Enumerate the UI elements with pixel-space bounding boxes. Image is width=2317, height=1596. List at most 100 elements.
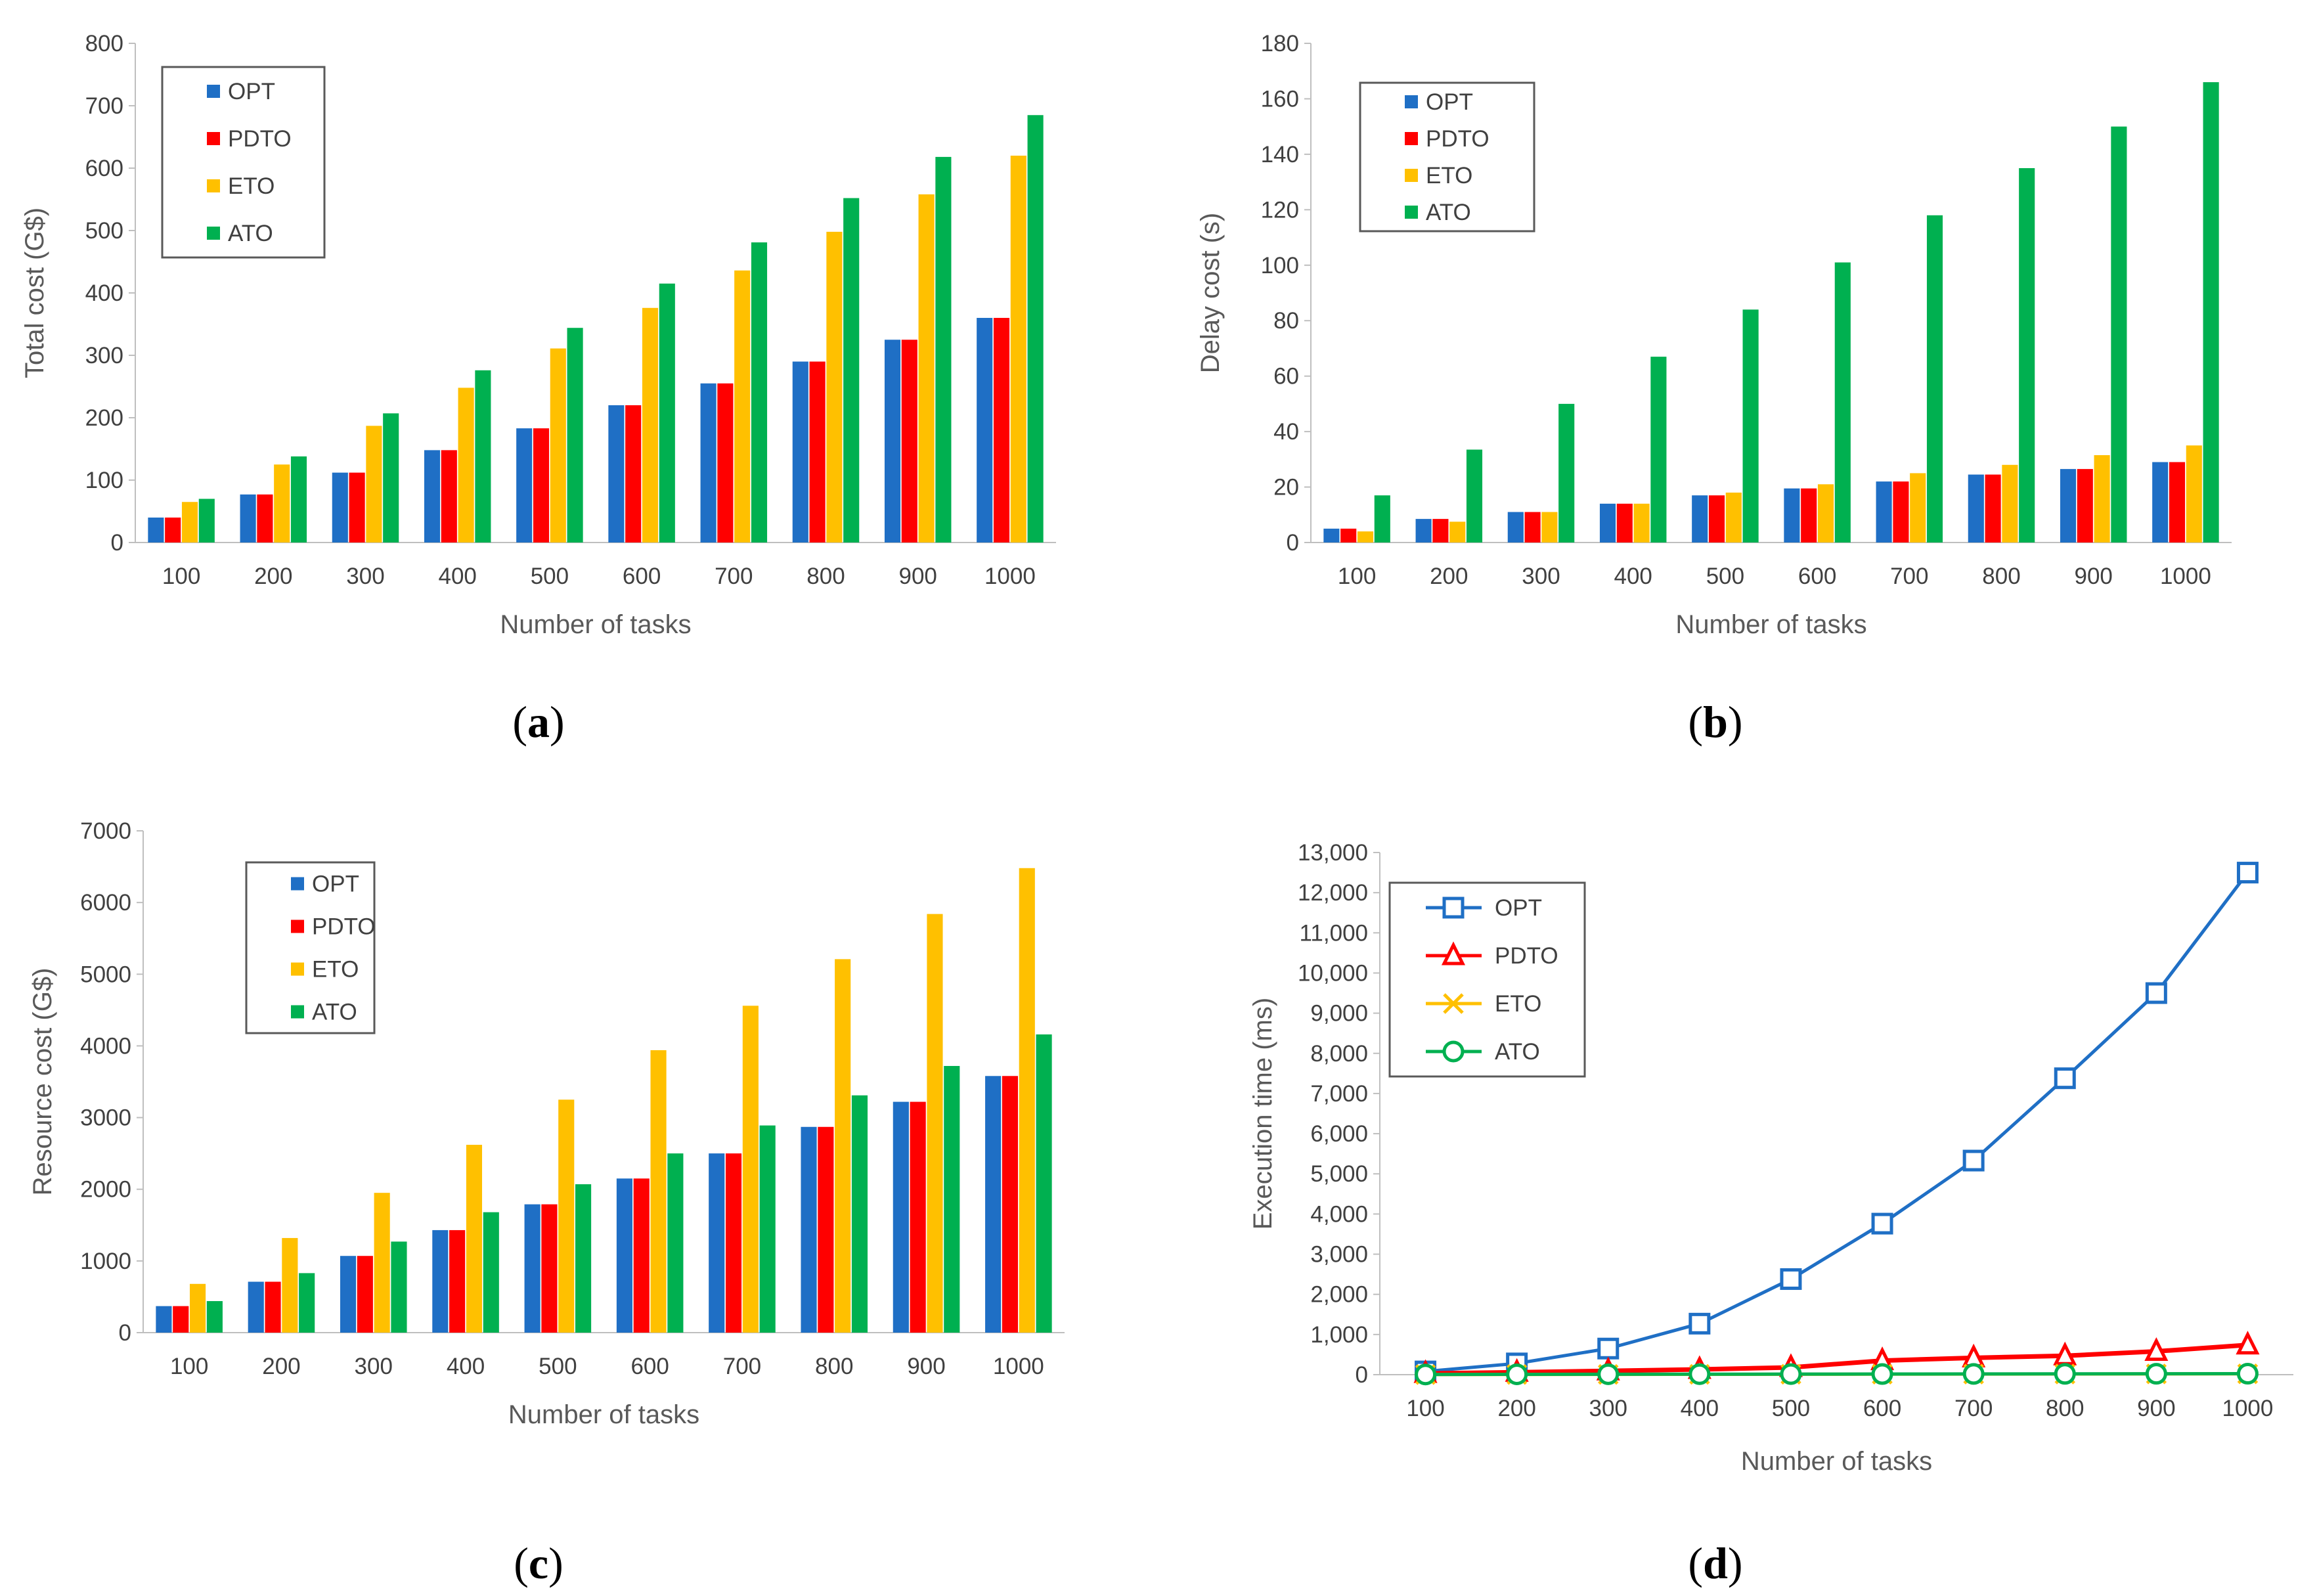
legend-label-ato: ATO [228,221,273,246]
bar-pdto-200 [1432,519,1449,543]
marker-pdto-1000 [2236,1331,2260,1355]
x-tick-label: 200 [262,1354,300,1379]
x-tick-label: 1000 [993,1354,1044,1379]
bar-ato-200 [290,456,307,543]
legend-label-pdto: PDTO [312,914,376,940]
marker-opt-300 [1597,1337,1620,1360]
bar-pdto-400 [449,1230,466,1333]
bar-pdto-1000 [1002,1076,1019,1333]
y-axis-title: Resource cost (G$) [28,968,57,1196]
x-axis-title: Number of tasks [1675,610,1866,639]
bar-pdto-100 [173,1306,189,1333]
bar-opt-600 [616,1178,632,1333]
x-tick-label: 700 [1954,1396,1993,1421]
bar-opt-700 [709,1153,725,1333]
bar-eto-400 [458,388,474,543]
legend-marker-eto-b [1443,993,1464,1014]
bar-pdto-700 [717,383,734,543]
chart-resource-cost: 0 1000 2000 3000 4000 5000 6000 7000 100 200 300 40… [28,818,1065,1429]
legend-swatch-ato [207,227,220,240]
x-tick-label: 600 [630,1354,669,1379]
marker-ato-600 [1871,1363,1893,1385]
caption-c: (c) [514,1538,563,1588]
y-tick-label: 2,000 [1310,1282,1368,1308]
y-tick-label: 100 [85,468,123,493]
x-tick-label: 600 [623,564,661,589]
bar-eto-200 [274,464,290,543]
marker-ato-900 [2145,1363,2167,1385]
x-tick-label: 500 [531,564,569,589]
bar-ato-400 [1650,357,1667,543]
legend-marker-eto [1443,993,1464,1014]
y-tick-label: 6,000 [1310,1121,1368,1147]
x-tick-label: 400 [447,1354,485,1379]
bar-opt-100 [1323,528,1340,543]
x-tick-label: 300 [1589,1396,1627,1421]
bar-pdto-900 [2077,469,2093,543]
y-tick-label: 700 [85,93,123,119]
bar-opt-700 [1876,481,1892,543]
marker-ato-800 [2054,1363,2076,1385]
bar-pdto-700 [725,1153,742,1333]
legend-swatch-opt [1405,95,1418,108]
legend-label-eto: ETO [1426,163,1472,188]
y-tick-label: 11,000 [1300,920,1368,946]
legend-swatch-ato [291,1005,304,1019]
y-tick-label: 0 [111,530,123,556]
bar-ato-300 [391,1241,407,1333]
y-tick-label: 100 [1261,253,1299,278]
marker-pdto-900 [2144,1337,2169,1362]
bar-ato-900 [935,156,952,543]
bar-pdto-800 [809,361,826,543]
bar-pdto-300 [1524,512,1541,543]
bar-pdto-1000 [2169,462,2186,543]
x-tick-label: 100 [162,564,200,589]
y-tick-label: 80 [1273,308,1299,334]
x-tick-label: 800 [815,1354,853,1379]
legend-label-pdto: PDTO [1426,126,1490,152]
line-pdto [1425,1342,2248,1376]
bar-eto-700 [734,270,751,543]
marker-opt-1000 [2236,862,2259,884]
legend-swatch-pdto [291,920,304,933]
bar-eto-200 [1449,521,1466,543]
bar-opt-800 [792,361,808,543]
x-tick-label: 800 [2046,1396,2084,1421]
bar-opt-300 [332,472,348,543]
x-tick-label: 300 [346,564,384,589]
bar-pdto-100 [165,518,181,543]
bar-eto-300 [366,426,382,543]
legend-label-eto: ETO [1495,991,1541,1017]
x-tick-label: 600 [1863,1396,1901,1421]
bar-opt-300 [1507,512,1524,543]
bar-pdto-300 [357,1256,373,1333]
x-tick-label: 200 [254,564,292,589]
bar-eto-900 [2094,455,2110,543]
y-tick-label: 2000 [80,1177,131,1203]
x-tick-label: 900 [907,1354,945,1379]
bar-pdto-600 [1801,488,1817,543]
bar-ato-500 [575,1184,592,1333]
x-tick-label: 1000 [2160,564,2211,589]
x-tick-label: 400 [1681,1396,1719,1421]
x-tick-label: 1000 [984,564,1036,589]
bar-eto-900 [918,194,935,543]
x-tick-label: 200 [1430,564,1468,589]
y-tick-label: 40 [1273,419,1299,445]
legend-label-ato: ATO [1426,200,1471,225]
x-tick-label: 100 [170,1354,208,1379]
y-tick-label: 4000 [80,1033,131,1059]
bar-opt-1000 [985,1076,1002,1333]
marker-opt-800 [2054,1067,2076,1090]
bar-opt-200 [1415,519,1432,543]
bar-pdto-200 [257,494,273,543]
bar-ato-900 [944,1065,960,1333]
y-tick-label: 500 [85,218,123,244]
y-tick-label: 10,000 [1298,960,1368,986]
legend-swatch-eto [207,179,220,192]
x-tick-label: 100 [1338,564,1376,589]
legend-marker-pdto [1441,941,1466,965]
y-tick-label: 13,000 [1298,840,1368,866]
bar-ato-700 [1926,215,1943,543]
x-tick-label: 1000 [2222,1396,2274,1421]
